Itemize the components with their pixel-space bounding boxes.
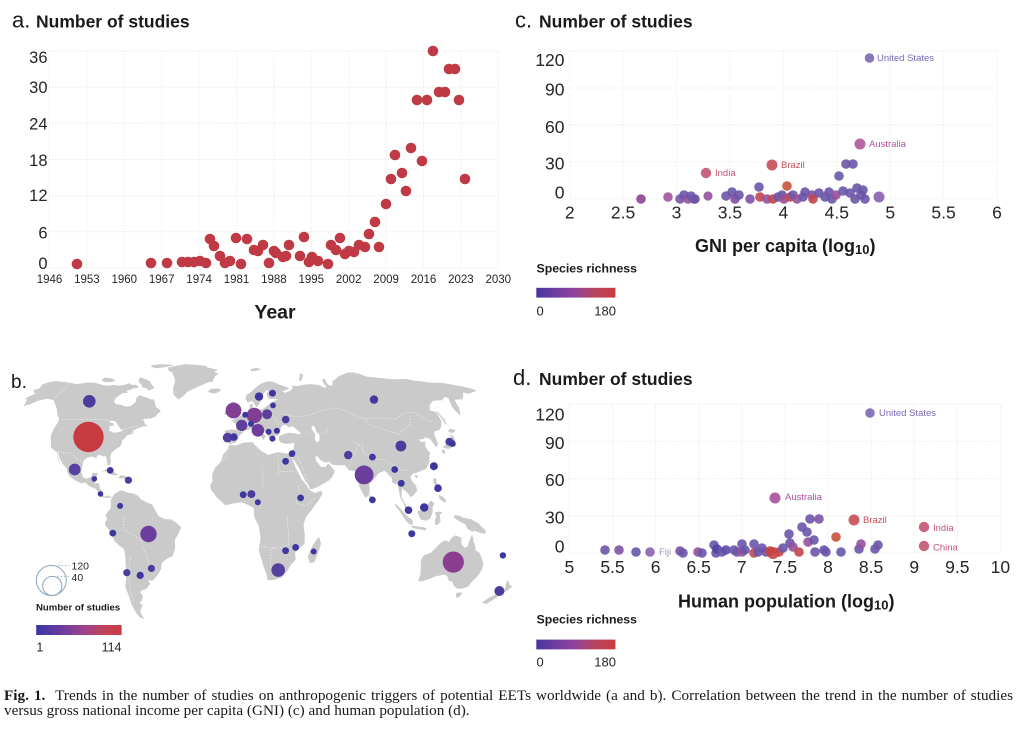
svg-text:China: China: [933, 543, 959, 554]
svg-text:India: India: [715, 168, 736, 179]
svg-text:b.: b.: [11, 372, 27, 393]
svg-text:5.5: 5.5: [931, 203, 955, 223]
svg-text:1967: 1967: [149, 274, 175, 286]
svg-text:180: 180: [594, 304, 616, 319]
svg-text:2030: 2030: [486, 274, 512, 286]
svg-text:Brazil: Brazil: [863, 515, 887, 526]
svg-text:6: 6: [38, 225, 47, 243]
svg-text:7: 7: [737, 557, 747, 577]
svg-text:30: 30: [545, 154, 565, 174]
svg-text:5: 5: [565, 557, 575, 577]
svg-text:8.5: 8.5: [859, 557, 883, 577]
svg-text:Brazil: Brazil: [781, 160, 805, 171]
svg-text:5.5: 5.5: [600, 557, 624, 577]
svg-text:United States: United States: [877, 53, 934, 64]
svg-text:5: 5: [885, 203, 895, 223]
svg-text:7.5: 7.5: [773, 557, 797, 577]
svg-text:1974: 1974: [186, 274, 212, 286]
svg-text:c.: c.: [515, 8, 532, 33]
svg-text:120: 120: [72, 561, 90, 573]
svg-text:1960: 1960: [112, 274, 138, 286]
svg-text:Year: Year: [254, 302, 296, 324]
svg-text:9.5: 9.5: [945, 557, 969, 577]
svg-text:30: 30: [29, 79, 47, 97]
svg-text:2.5: 2.5: [611, 203, 635, 223]
svg-text:120: 120: [535, 404, 564, 424]
svg-text:Number of studies: Number of studies: [539, 369, 693, 389]
svg-text:40: 40: [72, 572, 84, 584]
svg-text:2: 2: [565, 203, 575, 223]
svg-text:6: 6: [992, 203, 1002, 223]
svg-text:d.: d.: [513, 365, 531, 390]
svg-text:Fiji: Fiji: [659, 547, 671, 558]
svg-text:1946: 1946: [37, 274, 63, 286]
svg-text:4: 4: [779, 203, 789, 223]
svg-text:3.5: 3.5: [718, 203, 742, 223]
svg-text:8: 8: [823, 557, 833, 577]
svg-text:Human population (log10): Human population (log10): [678, 592, 894, 613]
svg-text:36: 36: [29, 49, 47, 67]
svg-text:4.5: 4.5: [825, 203, 849, 223]
svg-text:0: 0: [555, 537, 565, 557]
svg-text:6: 6: [651, 557, 661, 577]
svg-text:90: 90: [545, 433, 565, 453]
svg-text:12: 12: [29, 187, 47, 205]
svg-text:United States: United States: [879, 408, 936, 419]
svg-text:3: 3: [672, 203, 682, 223]
svg-text:1981: 1981: [224, 274, 250, 286]
svg-text:9: 9: [909, 557, 919, 577]
svg-text:Species richness: Species richness: [537, 613, 638, 627]
svg-text:0: 0: [38, 255, 47, 273]
svg-text:0: 0: [537, 655, 544, 670]
svg-text:India: India: [933, 523, 954, 534]
svg-text:114: 114: [102, 641, 122, 655]
svg-text:2009: 2009: [373, 274, 399, 286]
svg-text:Number of studies: Number of studies: [539, 12, 693, 32]
svg-text:0: 0: [555, 182, 565, 202]
svg-text:90: 90: [545, 80, 565, 100]
svg-text:GNI per capita (log10): GNI per capita (log10): [695, 236, 876, 257]
svg-text:2002: 2002: [336, 274, 362, 286]
svg-text:1953: 1953: [74, 274, 100, 286]
svg-text:6.5: 6.5: [687, 557, 711, 577]
svg-text:60: 60: [545, 470, 565, 490]
svg-text:1: 1: [36, 641, 43, 655]
svg-text:60: 60: [545, 117, 565, 137]
svg-text:Australia: Australia: [785, 492, 823, 503]
svg-text:1995: 1995: [299, 274, 325, 286]
svg-text:Number of studies: Number of studies: [36, 12, 190, 32]
svg-text:a.: a.: [12, 8, 30, 33]
svg-text:0: 0: [537, 304, 544, 319]
svg-text:1988: 1988: [261, 274, 287, 286]
svg-text:Australia: Australia: [869, 139, 907, 150]
svg-text:2023: 2023: [448, 274, 474, 286]
svg-text:24: 24: [29, 116, 47, 134]
svg-text:180: 180: [594, 655, 616, 670]
svg-text:Species richness: Species richness: [537, 262, 638, 276]
svg-text:120: 120: [535, 50, 564, 70]
svg-text:18: 18: [29, 152, 47, 170]
svg-text:30: 30: [545, 507, 565, 527]
svg-text:10: 10: [991, 557, 1011, 577]
svg-text:Number of studies: Number of studies: [36, 603, 120, 614]
svg-text:2016: 2016: [411, 274, 437, 286]
